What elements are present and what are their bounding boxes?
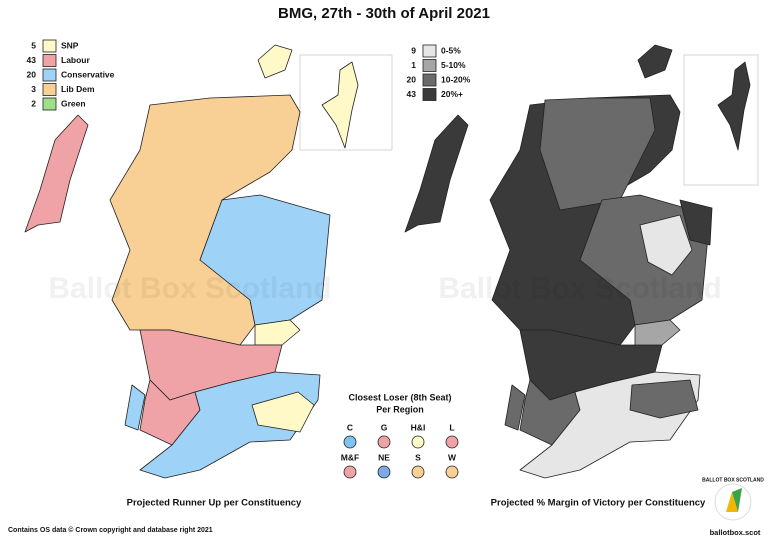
region-dot [411, 435, 425, 449]
legend-swatch [42, 39, 57, 53]
region [629, 379, 699, 419]
legend-label: 0-5% [441, 45, 461, 55]
closest-loser-title: Closest Loser (8th Seat) [348, 392, 451, 402]
footer: Contains OS data © Crown copyright and d… [8, 526, 213, 534]
legend-label: Green [61, 98, 86, 108]
region [251, 391, 315, 433]
region-label: C [347, 422, 353, 432]
region [539, 97, 656, 211]
legend-swatch [42, 68, 57, 82]
region-label: M&F [341, 452, 359, 462]
legend-count: 3 [31, 84, 36, 94]
region [504, 384, 526, 431]
legend-count: 1 [411, 60, 416, 70]
region-dot [343, 435, 357, 449]
legend-swatch [42, 97, 57, 111]
legend-swatch [42, 54, 57, 67]
legend-swatch [42, 83, 57, 96]
region [679, 199, 713, 246]
legend-count: 20 [27, 69, 37, 79]
watermark: Ballot Box Scotland [48, 272, 331, 305]
region [254, 319, 301, 346]
legend-label: Lib Dem [61, 84, 95, 94]
region [637, 44, 673, 79]
legend-count: 43 [407, 89, 417, 99]
region-dot [343, 465, 357, 479]
legend-count: 5 [31, 40, 36, 50]
legend-label: SNP [61, 40, 79, 50]
watermark: Ballot Box Scotland [438, 272, 721, 305]
legend-count: 9 [411, 45, 416, 55]
legend-label: 20%+ [441, 89, 463, 99]
region-dot [377, 465, 391, 479]
legend-count: 2 [31, 98, 36, 108]
legend-label: Labour [61, 55, 90, 65]
legend-label: 10-20% [441, 74, 471, 84]
legend-count: 43 [27, 55, 37, 65]
left-caption: Projected Runner Up per Constituency [127, 498, 302, 509]
region [404, 114, 469, 233]
legend-swatch [422, 88, 437, 101]
logo-mark [732, 488, 742, 512]
region-label: L [449, 422, 454, 432]
region-label: H&I [411, 422, 426, 432]
legend-label: Conservative [61, 69, 115, 79]
logo-url: ballotbox.scot [710, 528, 761, 537]
region-label: S [415, 452, 421, 462]
region [321, 61, 359, 149]
region [639, 214, 693, 276]
right-caption: Projected % Margin of Victory per Consti… [491, 498, 706, 509]
logo: BALLOT BOX SCOTLAND ballotbox.scot [702, 477, 764, 537]
region-label: NE [378, 452, 390, 462]
region-dot [445, 465, 459, 479]
legend-count: 20 [407, 74, 417, 84]
legends: 5 SNP 43 Labour 20 Conservative 3 Lib Dem 2 Green… [27, 39, 471, 479]
legend-label: 5-10% [441, 60, 466, 70]
closest-loser-subtitle: Per Region [376, 404, 424, 414]
legend-swatch [422, 73, 437, 87]
logo-name: BALLOT BOX SCOTLAND [702, 477, 764, 483]
region-label: G [381, 422, 388, 432]
region-label: W [448, 452, 457, 462]
region-dot [377, 435, 391, 449]
region-dot [411, 465, 425, 479]
region [634, 319, 681, 346]
region [124, 384, 146, 431]
region [24, 114, 89, 233]
legend-swatch [422, 44, 437, 58]
region [717, 61, 751, 151]
logo-mark [726, 492, 738, 512]
region-dot [445, 435, 459, 449]
legend-swatch [422, 59, 437, 72]
left-map [24, 44, 393, 479]
right-map [404, 44, 759, 479]
title: BMG, 27th - 30th of April 2021 [278, 5, 490, 22]
region [257, 44, 293, 79]
